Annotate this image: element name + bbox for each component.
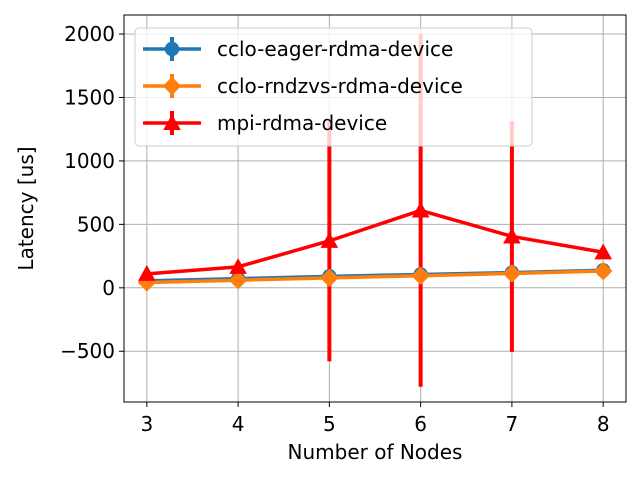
x-tick-label: 4: [232, 412, 245, 436]
triangle-marker: [229, 258, 247, 274]
y-axis-ticks: −500 0 500 1000 1500 2000: [60, 22, 124, 363]
series-markers: [137, 201, 613, 292]
plot-frame: [123, 14, 627, 403]
diamond-marker: [502, 264, 522, 283]
diamond-marker: [228, 270, 248, 290]
triangle-marker: [594, 243, 612, 260]
diamond-marker: [593, 261, 613, 281]
x-tick-label: 6: [414, 412, 427, 436]
triangle-marker: [138, 265, 156, 281]
y-tick-label: 2000: [64, 22, 115, 46]
x-tick-label: 5: [323, 412, 336, 436]
series-line: [146, 208, 604, 276]
x-tick-label: 8: [597, 412, 610, 436]
legend-label: cclo-rndzvs-rdma-device: [217, 74, 463, 98]
y-tick-label: 500: [77, 212, 115, 236]
legend: cclo-eager-rdma-device cclo-rndzvs-rdma-d…: [134, 27, 533, 147]
legend-label: mpi-rdma-device: [217, 111, 387, 135]
triangle-marker: [411, 201, 430, 218]
x-axis-label: Number of Nodes: [288, 440, 463, 464]
circle-marker: [164, 41, 180, 57]
x-axis-ticks: 3 4 5 6 7 8: [140, 402, 610, 436]
diamond-marker: [411, 266, 430, 285]
series-line: [146, 269, 604, 285]
diamond-marker: [162, 76, 182, 96]
series-lines: [146, 208, 604, 285]
x-tick-label: 7: [506, 412, 519, 436]
y-tick-label: 1500: [64, 85, 115, 109]
y-tick-label: 0: [102, 276, 115, 300]
y-tick-label: −500: [60, 339, 115, 363]
x-tick-label: 3: [140, 412, 153, 436]
legend-label: cclo-eager-rdma-device: [217, 37, 453, 61]
y-axis-label: Latency [us]: [14, 146, 38, 270]
triangle-marker: [320, 232, 339, 248]
diamond-marker: [320, 268, 339, 288]
triangle-marker: [163, 114, 181, 131]
triangle-marker: [503, 227, 521, 244]
y-tick-label: 1000: [64, 149, 115, 173]
legend-box: [134, 27, 533, 147]
